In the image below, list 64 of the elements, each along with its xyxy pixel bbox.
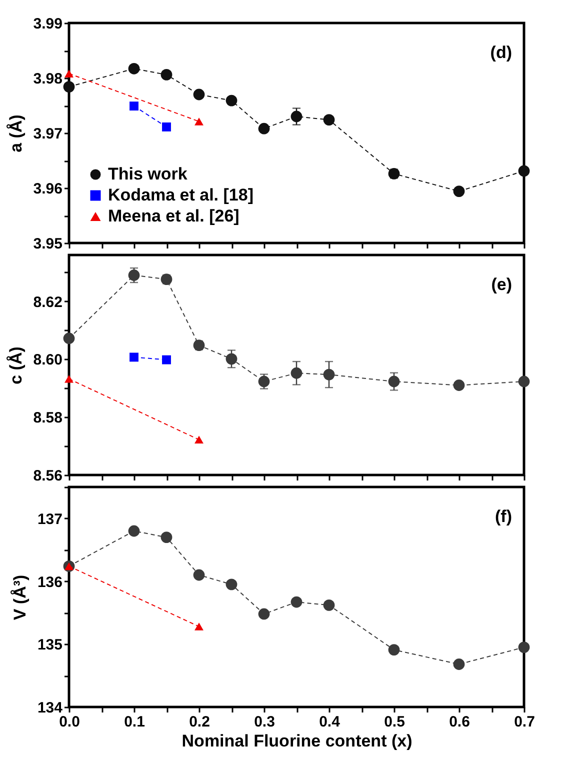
y-tick-label: 8.56 <box>33 468 62 484</box>
point <box>162 355 171 364</box>
point <box>63 81 75 92</box>
point <box>290 367 302 379</box>
y-axis-title: c (Å) <box>6 346 26 384</box>
x-tick-label: 0.4 <box>319 714 341 730</box>
point <box>323 599 335 611</box>
point <box>518 165 530 177</box>
point <box>160 532 172 543</box>
point <box>453 186 465 197</box>
point <box>63 332 75 344</box>
y-tick-label: 8.60 <box>33 352 62 369</box>
point <box>518 642 530 653</box>
y-axis-title: a (Å) <box>6 114 26 152</box>
legend-label: This work <box>108 164 188 184</box>
point <box>226 578 238 590</box>
point <box>193 88 205 100</box>
point <box>128 62 140 74</box>
point <box>323 114 335 126</box>
y-tick-label: 3.99 <box>33 16 62 32</box>
point <box>388 644 400 656</box>
x-axis-title: Nominal Fluorine content (x) <box>182 732 412 750</box>
y-tick-label: 137 <box>37 510 62 528</box>
y-tick-label: 3.96 <box>33 180 62 198</box>
x-tick-label: 0.0 <box>59 714 80 730</box>
point <box>290 110 302 122</box>
point <box>193 569 205 581</box>
point <box>323 368 335 380</box>
point <box>130 102 138 111</box>
annotation: (d) <box>490 43 512 62</box>
x-tick-label: 0.2 <box>189 714 210 730</box>
point <box>226 94 238 106</box>
point <box>128 270 140 281</box>
y-tick-label: 136 <box>37 574 62 591</box>
annotation: (f) <box>495 507 512 526</box>
point <box>226 353 238 365</box>
legend-label: Kodama et al. [18] <box>108 186 254 204</box>
y-tick-label: 134 <box>37 700 64 716</box>
point <box>128 525 140 537</box>
y-tick-label: 3.97 <box>33 126 62 142</box>
point <box>258 608 270 620</box>
legend-label: Meena et al. [26] <box>108 206 240 226</box>
y-axis-title: V (Å³) <box>10 574 30 620</box>
x-tick-label: 0.1 <box>124 714 145 730</box>
x-tick-label: 0.6 <box>449 714 470 730</box>
point <box>290 596 302 608</box>
point <box>388 376 400 388</box>
x-tick-label: 0.3 <box>254 714 275 730</box>
point <box>258 122 270 134</box>
point <box>258 376 270 388</box>
point <box>453 658 465 670</box>
point <box>130 352 138 362</box>
point <box>453 380 465 391</box>
x-tick-label: 0.5 <box>384 714 405 730</box>
y-tick-label: 3.95 <box>33 236 62 252</box>
x-tick-label: 0.7 <box>514 714 535 730</box>
y-tick-label: 135 <box>37 636 62 654</box>
y-tick-label: 8.58 <box>33 410 62 427</box>
point <box>518 376 530 388</box>
point <box>160 69 172 80</box>
annotation: (e) <box>491 275 512 294</box>
y-tick-label: 8.62 <box>33 294 62 311</box>
point <box>162 122 171 132</box>
y-tick-label: 3.98 <box>33 70 62 88</box>
